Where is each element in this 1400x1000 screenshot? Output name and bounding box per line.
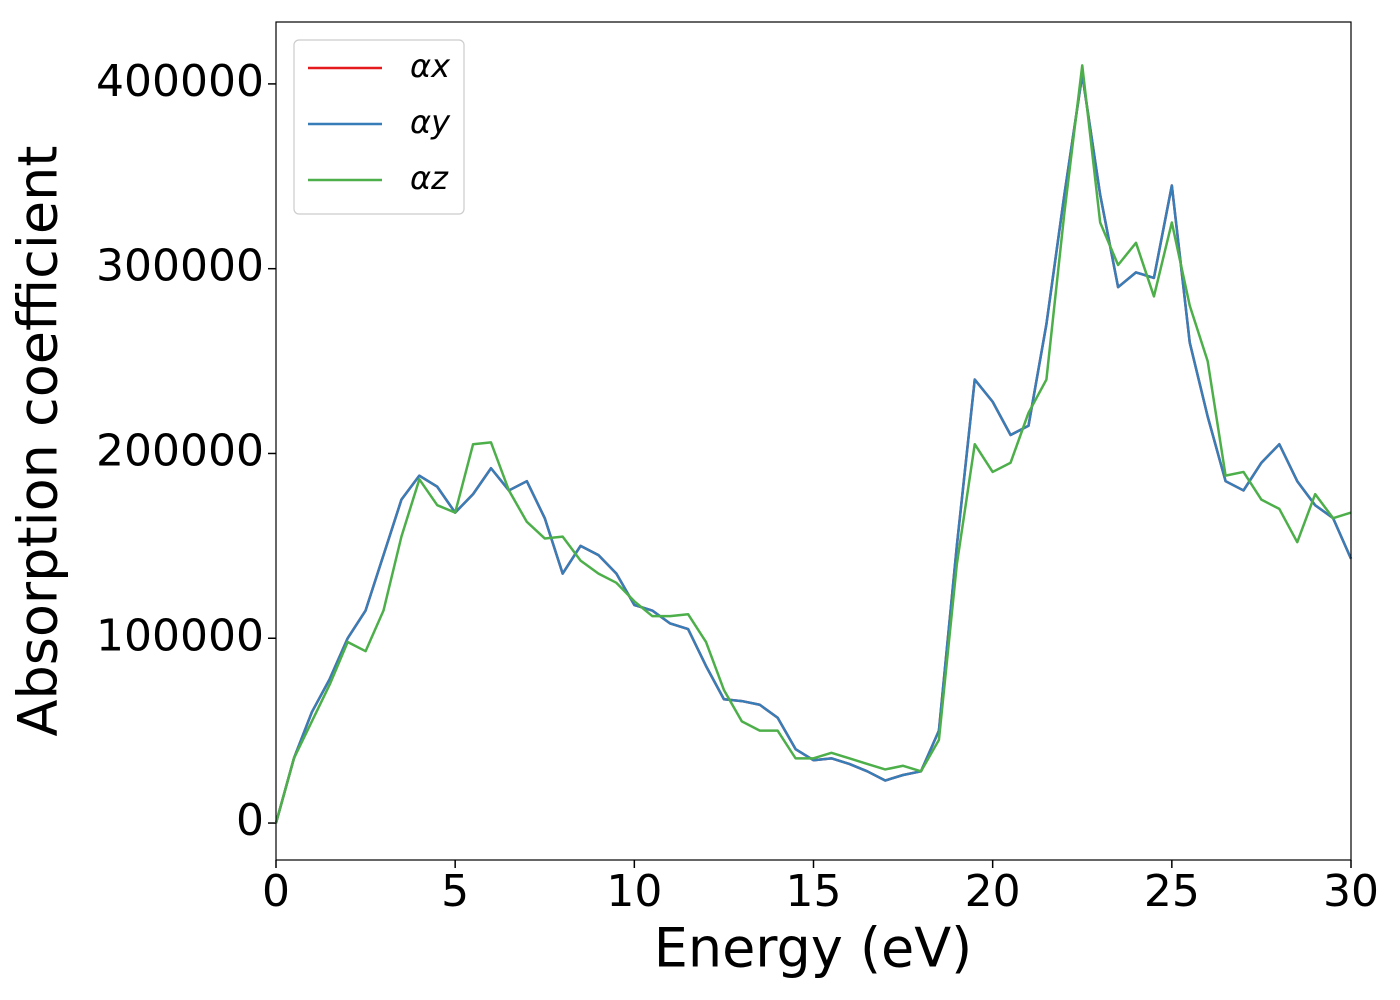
y-tick-label: 200000 xyxy=(96,425,264,476)
line-series xyxy=(274,64,1352,824)
x-tick-label: 25 xyxy=(1144,866,1200,917)
x-tick-label: 5 xyxy=(441,866,469,917)
x-tick-label: 15 xyxy=(786,866,842,917)
x-tick-label: 10 xyxy=(606,866,662,917)
x-axis-label: Energy (eV) xyxy=(654,917,973,980)
y-tick-label: 100000 xyxy=(96,610,264,661)
x-tick-label: 20 xyxy=(965,866,1021,917)
y-tick-label: 0 xyxy=(236,795,264,846)
legend-label: αz xyxy=(410,159,449,197)
legend-label: αy xyxy=(410,103,451,141)
y-axis-label: Absorption coefficient xyxy=(7,146,70,737)
x-tick-label: 30 xyxy=(1323,866,1379,917)
plot-frame xyxy=(275,21,1352,861)
legend-label: αx xyxy=(410,47,451,85)
legend-box xyxy=(293,39,465,215)
y-tick-label: 300000 xyxy=(96,241,264,292)
x-tick-label: 0 xyxy=(262,866,290,917)
y-tick-label: 400000 xyxy=(96,56,264,107)
